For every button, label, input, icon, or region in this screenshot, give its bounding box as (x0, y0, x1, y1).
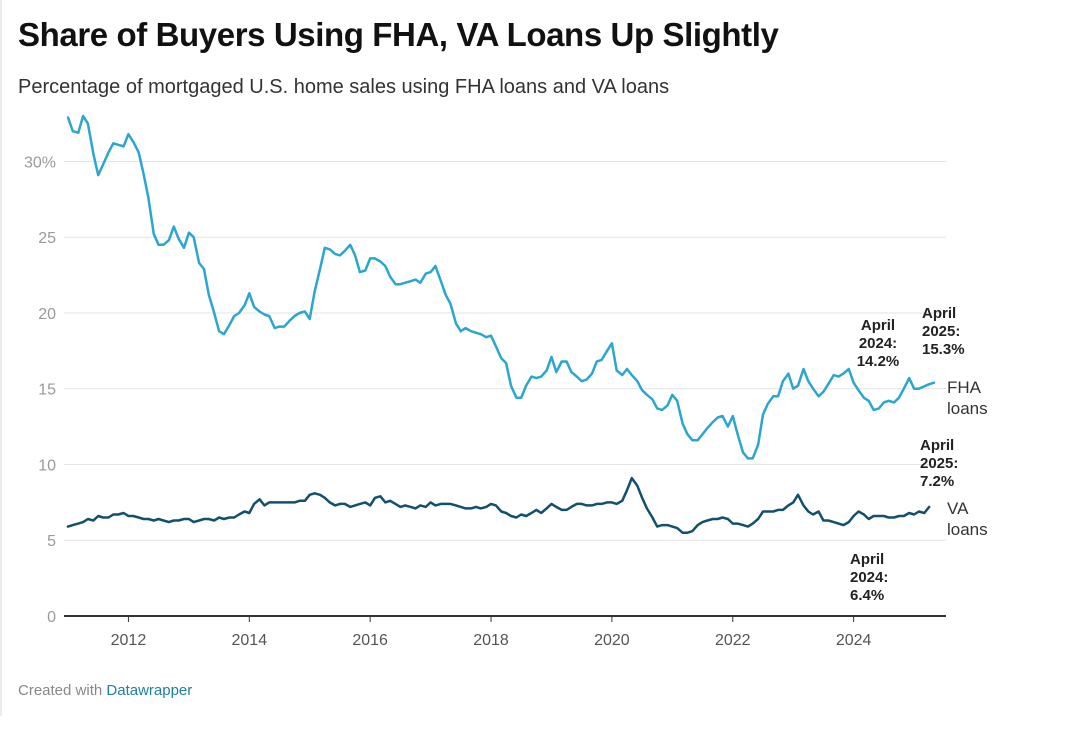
y-tick-label: 0 (47, 609, 56, 626)
annotations: April 2024: 14.2% April 2025: 15.3% April 2025:… (850, 305, 965, 604)
x-axis-tick-labels: 2012 2014 2016 2018 2020 2022 2024 (111, 616, 872, 649)
left-border (0, 0, 2, 716)
va-series-label: VA loans (947, 499, 988, 539)
annotation-va-april-2025: April 2025: 7.2% (920, 437, 958, 490)
x-tick-label: 2024 (836, 632, 872, 649)
y-tick-label: 5 (47, 533, 56, 550)
series-labels: FHA loans VA loans (947, 378, 988, 539)
chart-subtitle: Percentage of mortgaged U.S. home sales … (18, 76, 670, 98)
y-tick-label: 30% (24, 154, 56, 171)
chart-title: Share of Buyers Using FHA, VA Loans Up S… (18, 16, 779, 53)
x-tick-label: 2012 (111, 632, 147, 649)
y-tick-label: 15 (38, 382, 56, 399)
annotation-fha-april-2025: April 2025: 15.3% (922, 305, 965, 358)
x-tick-label: 2020 (594, 632, 630, 649)
x-tick-label: 2014 (232, 632, 268, 649)
series-lines (66, 114, 936, 534)
datawrapper-link[interactable]: Datawrapper (106, 682, 193, 699)
x-tick-label: 2022 (715, 632, 751, 649)
y-tick-label: 25 (38, 230, 56, 247)
x-tick-label: 2018 (473, 632, 509, 649)
y-axis-tick-labels: 0 5 10 15 20 25 30% (24, 154, 56, 626)
va-series-line (66, 476, 931, 534)
y-tick-label: 20 (38, 306, 56, 323)
footer-credit: Created with Datawrapper (18, 682, 192, 699)
y-tick-label: 10 (38, 457, 56, 474)
annotation-fha-april-2024: April 2024: 14.2% (857, 317, 900, 370)
footer-created-with: Created with (18, 682, 103, 699)
grid-lines (64, 160, 946, 617)
fha-series-label: FHA loans (947, 378, 988, 418)
fha-series-line (66, 114, 936, 460)
annotation-va-april-2024: April 2024: 6.4% (850, 551, 888, 604)
x-tick-label: 2016 (352, 632, 388, 649)
